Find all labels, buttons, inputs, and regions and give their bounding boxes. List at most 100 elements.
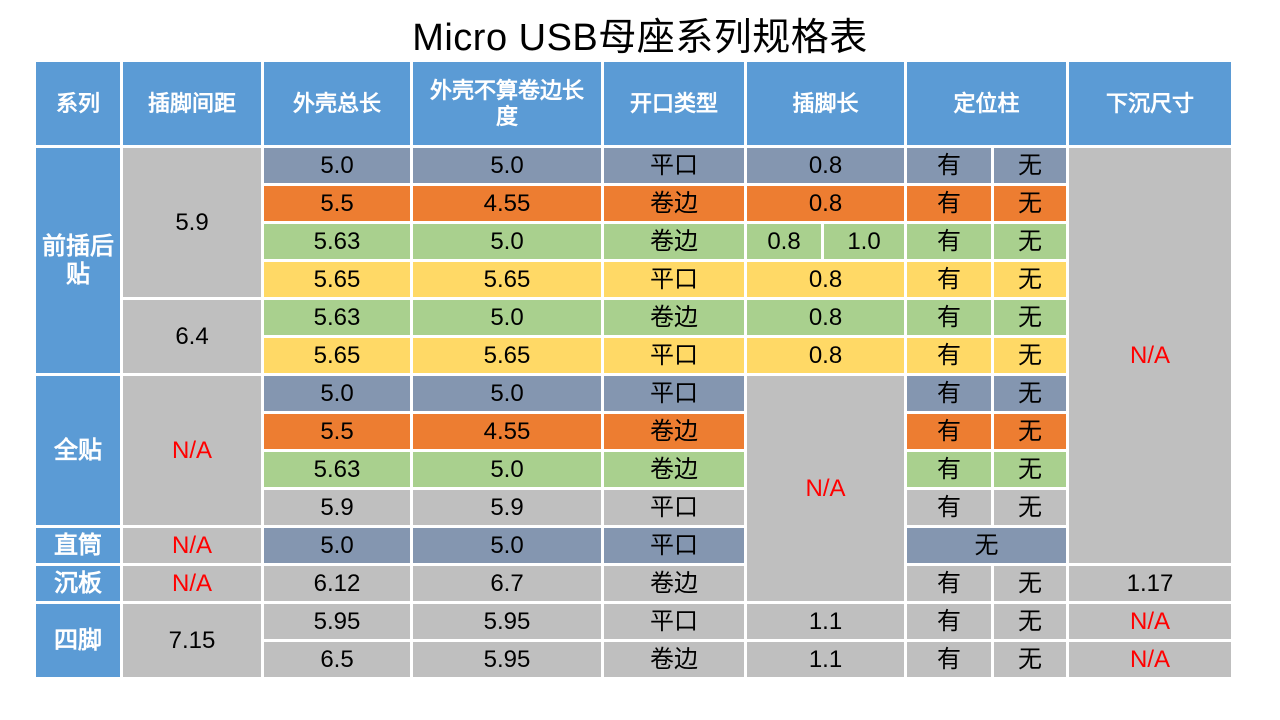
cell-r5-shell-total: 5.63: [264, 300, 410, 335]
cell-r3-opening: 卷边: [604, 224, 744, 259]
cell-r12-sink-size: 1.17: [1069, 566, 1231, 601]
cell-r4-pin-length: 0.8: [747, 262, 904, 297]
cell-r2-opening: 卷边: [604, 186, 744, 221]
cell-r12-post-no: 无: [994, 566, 1066, 601]
cell-r1-pitch: 5.9: [123, 148, 261, 297]
cell-r6-opening: 平口: [604, 338, 744, 373]
cell-r12-shell-excl: 6.7: [413, 566, 601, 601]
cell-r12-opening: 卷边: [604, 566, 744, 601]
cell-r1-opening: 平口: [604, 148, 744, 183]
header-sink-size: 下沉尺寸: [1069, 62, 1231, 145]
cell-r5-post-no: 无: [994, 300, 1066, 335]
header-shell-total-length: 外壳总长: [264, 62, 410, 145]
cell-r14-shell-excl: 5.95: [413, 642, 601, 677]
header-series: 系列: [36, 62, 120, 145]
cell-r3-shell-excl: 5.0: [413, 224, 601, 259]
cell-r9-opening: 卷边: [604, 452, 744, 487]
cell-r13-shell-total: 5.95: [264, 604, 410, 639]
cell-r8-opening: 卷边: [604, 414, 744, 449]
header-opening-type: 开口类型: [604, 62, 744, 145]
cell-r11-pitch-na: N/A: [123, 528, 261, 563]
cell-r4-shell-total: 5.65: [264, 262, 410, 297]
cell-r13-pin-length: 1.1: [747, 604, 904, 639]
cell-r5-pitch: 6.4: [123, 300, 261, 373]
cell-r13-post-no: 无: [994, 604, 1066, 639]
cell-r1-shell-total: 5.0: [264, 148, 410, 183]
cell-r7-shell-excl: 5.0: [413, 376, 601, 411]
cell-r12-pitch-na: N/A: [123, 566, 261, 601]
cell-r14-shell-total: 6.5: [264, 642, 410, 677]
cell-r5-pin-length: 0.8: [747, 300, 904, 335]
cell-r11-shell-excl: 5.0: [413, 528, 601, 563]
cell-r11-opening: 平口: [604, 528, 744, 563]
cell-r3-post-no: 无: [994, 224, 1066, 259]
cell-r5-opening: 卷边: [604, 300, 744, 335]
cell-r9-shell-total: 5.63: [264, 452, 410, 487]
cell-r10-shell-excl: 5.9: [413, 490, 601, 525]
cell-r11-series: 直筒: [36, 528, 120, 563]
cell-r2-shell-excl: 4.55: [413, 186, 601, 221]
cell-r8-shell-total: 5.5: [264, 414, 410, 449]
cell-r9-post-yes: 有: [907, 452, 991, 487]
cell-r13-pitch: 7.15: [123, 604, 261, 677]
cell-r12-series: 沉板: [36, 566, 120, 601]
cell-r3-post-yes: 有: [907, 224, 991, 259]
cell-r6-pin-length: 0.8: [747, 338, 904, 373]
cell-r3-pin-length-a: 0.8: [747, 224, 821, 259]
cell-r13-shell-excl: 5.95: [413, 604, 601, 639]
cell-r2-shell-total: 5.5: [264, 186, 410, 221]
cell-r4-post-no: 无: [994, 262, 1066, 297]
cell-r9-shell-excl: 5.0: [413, 452, 601, 487]
cell-r1-shell-excl: 5.0: [413, 148, 601, 183]
cell-r6-post-no: 无: [994, 338, 1066, 373]
cell-r1-series: 前插后贴: [36, 148, 120, 373]
cell-r14-post-no: 无: [994, 642, 1066, 677]
header-pin-pitch: 插脚间距: [123, 62, 261, 145]
cell-pin-length-na-merged: N/A: [747, 376, 904, 601]
cell-r13-opening: 平口: [604, 604, 744, 639]
cell-r6-shell-total: 5.65: [264, 338, 410, 373]
cell-r4-post-yes: 有: [907, 262, 991, 297]
cell-r2-post-yes: 有: [907, 186, 991, 221]
cell-r10-post-yes: 有: [907, 490, 991, 525]
cell-r11-shell-total: 5.0: [264, 528, 410, 563]
cell-r4-opening: 平口: [604, 262, 744, 297]
cell-r14-opening: 卷边: [604, 642, 744, 677]
cell-r13-sink-na: N/A: [1069, 604, 1231, 639]
cell-r12-post-yes: 有: [907, 566, 991, 601]
page-title: Micro USB母座系列规格表: [412, 17, 868, 59]
cell-r13-post-yes: 有: [907, 604, 991, 639]
cell-r14-sink-na: N/A: [1069, 642, 1231, 677]
cell-r5-post-yes: 有: [907, 300, 991, 335]
cell-r3-shell-total: 5.63: [264, 224, 410, 259]
cell-r7-pitch-na: N/A: [123, 376, 261, 525]
cell-r8-shell-excl: 4.55: [413, 414, 601, 449]
spec-table: 系列 插脚间距 外壳总长 外壳不算卷边长度 开口类型 插脚长 定位柱 下沉尺寸 …: [36, 62, 1231, 677]
cell-r6-shell-excl: 5.65: [413, 338, 601, 373]
cell-r1-post-yes: 有: [907, 148, 991, 183]
cell-r10-post-no: 无: [994, 490, 1066, 525]
cell-sink-na-merged: N/A: [1069, 148, 1231, 563]
cell-r13-series: 四脚: [36, 604, 120, 677]
cell-r2-pin-length: 0.8: [747, 186, 904, 221]
cell-r8-post-yes: 有: [907, 414, 991, 449]
cell-r4-shell-excl: 5.65: [413, 262, 601, 297]
cell-r7-shell-total: 5.0: [264, 376, 410, 411]
cell-r11-post-merged: 无: [907, 528, 1066, 563]
header-pin-length: 插脚长: [747, 62, 904, 145]
cell-r1-pin-length: 0.8: [747, 148, 904, 183]
cell-r9-post-no: 无: [994, 452, 1066, 487]
header-shell-length-excluding-crimp: 外壳不算卷边长度: [413, 62, 601, 145]
header-positioning-post: 定位柱: [907, 62, 1066, 145]
cell-r6-post-yes: 有: [907, 338, 991, 373]
cell-r10-shell-total: 5.9: [264, 490, 410, 525]
cell-r8-post-no: 无: [994, 414, 1066, 449]
cell-r12-shell-total: 6.12: [264, 566, 410, 601]
cell-r10-opening: 平口: [604, 490, 744, 525]
cell-r7-post-no: 无: [994, 376, 1066, 411]
cell-r7-post-yes: 有: [907, 376, 991, 411]
cell-r2-post-no: 无: [994, 186, 1066, 221]
cell-r5-shell-excl: 5.0: [413, 300, 601, 335]
cell-r1-post-no: 无: [994, 148, 1066, 183]
cell-r3-pin-length-b: 1.0: [824, 224, 904, 259]
